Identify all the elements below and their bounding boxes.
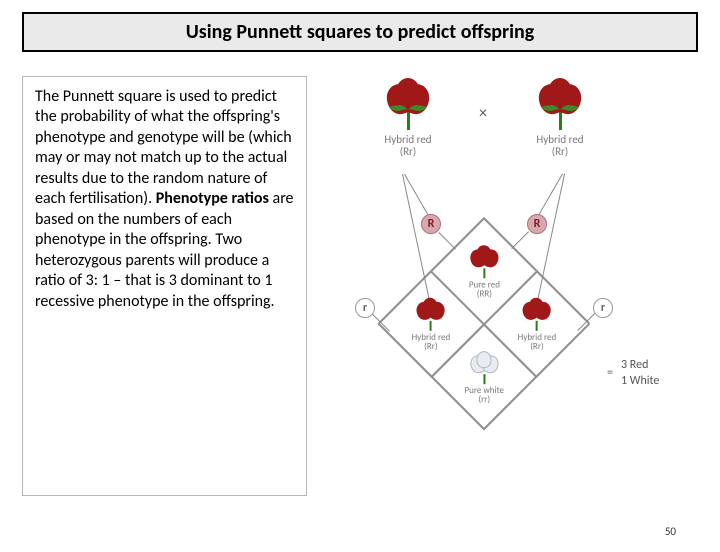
- desc-bold: Phenotype ratios: [156, 189, 269, 208]
- cell-Rr2-geno: (Rr): [424, 341, 437, 352]
- allele-R-left: R: [421, 214, 441, 234]
- ratio-eq: =: [607, 366, 613, 382]
- parent-right-genotype: (Rr): [552, 145, 568, 158]
- punnett-square: Pure red(RR) Hybrid red(Rr) Hybrid red(R…: [378, 217, 590, 429]
- page-title: Using Punnett squares to predict offspri…: [186, 20, 535, 44]
- parent-left-label: Hybrid red: [384, 133, 431, 146]
- cell-RR-geno: (RR): [476, 288, 491, 299]
- ratio-line1: 3 Red: [621, 358, 648, 372]
- content-row: The Punnett square is used to predict th…: [0, 76, 720, 496]
- ratio-line2: 1 White: [621, 374, 659, 388]
- page-number: 50: [665, 525, 676, 538]
- cell-rr-geno: (rr): [478, 394, 490, 405]
- ratio-text: 3 Red 1 White: [621, 358, 659, 389]
- parent-left-genotype: (Rr): [400, 145, 416, 158]
- punnett-diagram: Hybrid red (Rr) × Hybrid red (Rr) R r R …: [319, 76, 702, 496]
- parent-rose-right: Hybrid red (Rr): [529, 76, 591, 158]
- parent-rose-left: Hybrid red (Rr): [377, 76, 439, 158]
- cell-Rr1-geno: (Rr): [530, 341, 543, 352]
- line-left-R: [404, 174, 431, 220]
- allele-R-right: R: [527, 214, 547, 234]
- title-banner: Using Punnett squares to predict offspri…: [22, 12, 698, 52]
- description-box: The Punnett square is used to predict th…: [22, 76, 307, 496]
- parent-right-label: Hybrid red: [536, 133, 583, 146]
- cross-symbol: ×: [479, 104, 487, 123]
- allele-r-right: r: [593, 298, 613, 318]
